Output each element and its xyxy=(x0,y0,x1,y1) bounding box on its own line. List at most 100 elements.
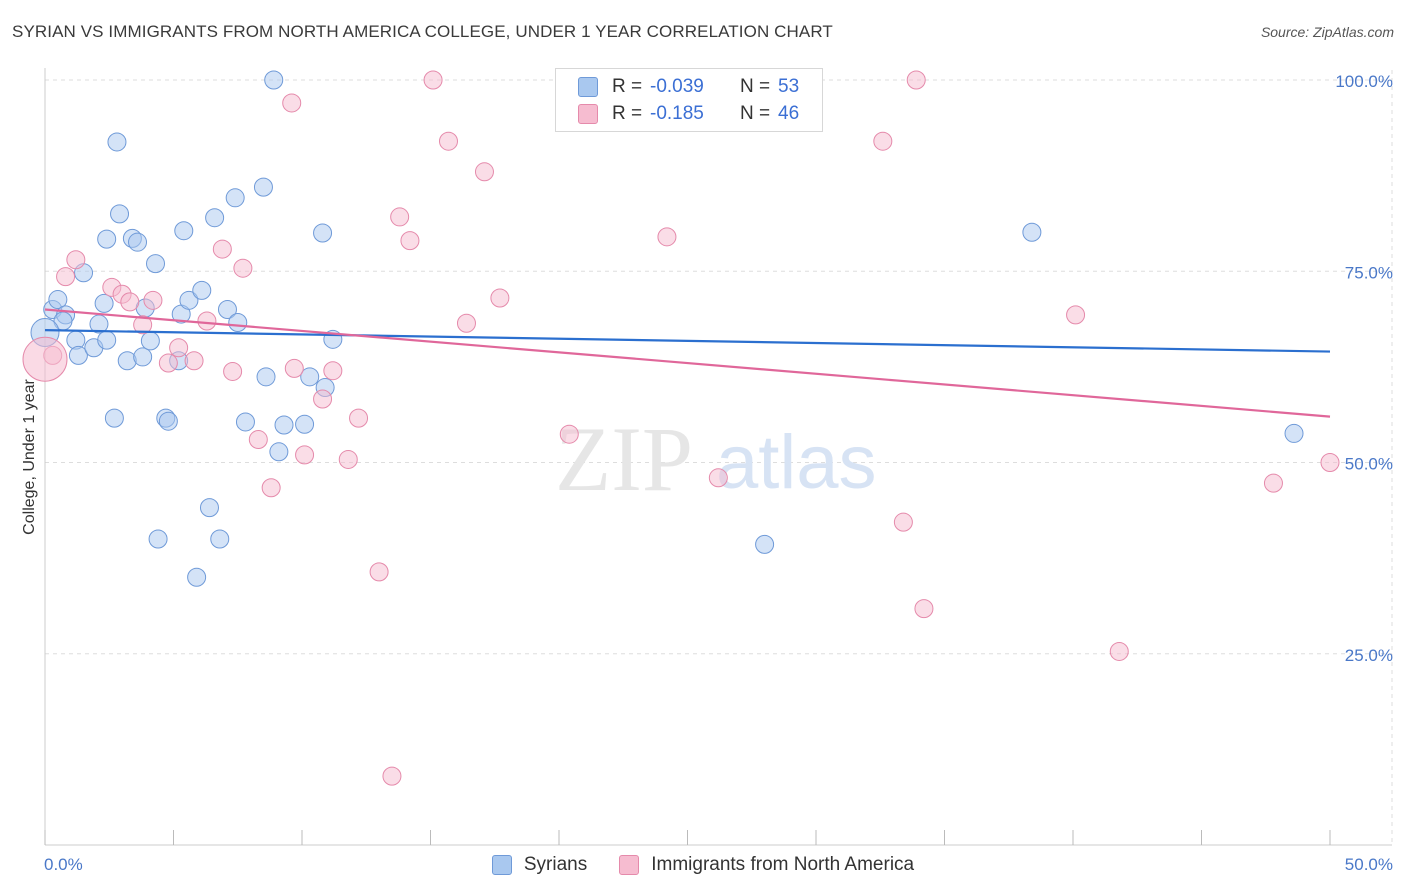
legend-label-syrians: Syrians xyxy=(523,854,588,875)
syrians-point-36 xyxy=(228,313,248,333)
legend-swatch-pink xyxy=(619,855,640,875)
legend-row-immigrants: R = -0.185 N = 46 xyxy=(578,102,799,126)
y-tick-label-100: 100.0% xyxy=(1335,72,1393,91)
syrians-point-34 xyxy=(217,300,237,319)
legend-n-label: N = xyxy=(740,103,771,124)
syrians-point-30 xyxy=(192,280,212,300)
syrians-point-31 xyxy=(199,498,219,518)
immigrants-point-5 xyxy=(120,292,140,312)
legend-swatch-pink xyxy=(578,104,598,124)
syrians-point-32 xyxy=(205,208,225,228)
syrians-point-28 xyxy=(179,290,199,310)
immigrants-point-11 xyxy=(197,311,217,331)
immigrants-point-44 xyxy=(22,336,68,382)
legend-r-label: R = xyxy=(612,103,643,124)
y-tick-label-50: 50.0% xyxy=(1345,455,1393,474)
syrians-point-44 xyxy=(300,367,320,387)
immigrants-point-26 xyxy=(390,207,410,227)
syrians-point-27 xyxy=(174,221,194,241)
axis-labels: College, Under 1 year 25.0% 50.0% 75.0% 100… xyxy=(21,72,1393,874)
syrians-point-43 xyxy=(295,414,315,434)
legend-item-immigrants: Immigrants from North America xyxy=(619,854,914,876)
immigrants-point-28 xyxy=(423,70,443,90)
immigrants-point-15 xyxy=(248,430,268,450)
immigrants-point-23 xyxy=(349,408,369,428)
legend-r-label: R = xyxy=(612,76,643,97)
immigrants-points xyxy=(22,70,1340,786)
immigrants-point-9 xyxy=(169,338,189,358)
legend-item-syrians: Syrians xyxy=(491,854,588,876)
y-axis-title: College, Under 1 year xyxy=(21,379,38,535)
syrians-point-18 xyxy=(133,347,153,367)
series-legend: Syrians Immigrants from North America xyxy=(0,852,1406,878)
watermark: ZIP atlas xyxy=(555,408,877,510)
immigrants-point-32 xyxy=(490,288,510,308)
legend-n-value: 46 xyxy=(778,103,800,124)
syrians-point-11 xyxy=(97,229,117,249)
syrians-point-51 xyxy=(1284,423,1304,443)
immigrants-point-20 xyxy=(313,389,333,409)
immigrants-point-24 xyxy=(369,562,389,582)
immigrants-point-1 xyxy=(56,267,76,287)
syrians-point-33 xyxy=(210,529,230,549)
legend-swatch-blue xyxy=(578,77,598,97)
immigrants-point-36 xyxy=(873,131,893,151)
syrians-point-1 xyxy=(48,290,68,310)
syrians-point-10 xyxy=(97,330,117,350)
axes xyxy=(44,68,1392,846)
x-tick-label-max: 50.0% xyxy=(1345,855,1393,874)
immigrants-point-31 xyxy=(474,162,494,182)
legend-swatch-blue xyxy=(491,855,512,875)
legend-label-immigrants: Immigrants from North America xyxy=(651,854,915,875)
immigrants-point-14 xyxy=(233,258,253,278)
immigrants-point-38 xyxy=(906,70,926,90)
immigrants-point-33 xyxy=(559,424,579,444)
immigrants-point-22 xyxy=(338,449,358,469)
syrians-point-5 xyxy=(68,345,88,365)
immigrants-point-29 xyxy=(438,131,458,151)
immigrants-trend-line xyxy=(44,308,1331,418)
syrians-point-38 xyxy=(253,177,273,197)
immigrants-point-42 xyxy=(1263,473,1283,493)
syrians-point-22 xyxy=(148,529,168,549)
legend-r-value: -0.185 xyxy=(650,103,704,124)
immigrants-point-6 xyxy=(133,315,153,335)
immigrants-point-30 xyxy=(456,313,476,333)
immigrants-point-12 xyxy=(212,239,232,259)
immigrants-point-13 xyxy=(223,361,243,381)
immigrants-point-7 xyxy=(143,290,163,310)
immigrants-point-34 xyxy=(657,227,677,247)
syrians-point-17 xyxy=(128,232,148,252)
syrians-point-20 xyxy=(140,331,160,351)
immigrants-point-40 xyxy=(1066,305,1086,325)
immigrants-point-17 xyxy=(282,93,302,113)
syrians-point-13 xyxy=(107,132,127,152)
y-tick-label-25: 25.0% xyxy=(1345,646,1393,665)
syrians-point-14 xyxy=(110,204,130,224)
immigrants-point-27 xyxy=(400,231,420,251)
immigrants-point-39 xyxy=(914,599,934,619)
immigrants-point-2 xyxy=(66,250,86,270)
source-label: Source: ZipAtlas.com xyxy=(1260,24,1394,40)
syrians-point-42 xyxy=(274,415,294,435)
chart-title: SYRIAN VS IMMIGRANTS FROM NORTH AMERICA … xyxy=(12,22,833,41)
syrians-point-24 xyxy=(158,411,178,431)
y-tick-label-75: 75.0% xyxy=(1345,263,1393,282)
syrians-point-37 xyxy=(235,412,255,432)
immigrants-point-25 xyxy=(382,766,402,786)
stats-legend: R = -0.039 N = 53 R = -0.185 N = 46 xyxy=(555,68,823,132)
legend-n-value: 53 xyxy=(778,76,800,97)
immigrants-point-43 xyxy=(1320,453,1340,472)
x-tick-label-min: 0.0% xyxy=(44,855,83,874)
syrians-point-50 xyxy=(1022,222,1042,242)
syrians-point-41 xyxy=(269,442,289,462)
watermark-atlas: atlas xyxy=(716,420,877,505)
immigrants-point-8 xyxy=(158,353,178,373)
immigrants-point-37 xyxy=(893,512,913,532)
syrians-point-40 xyxy=(264,70,284,90)
syrians-point-49 xyxy=(755,534,775,554)
trend-lines xyxy=(44,308,1331,418)
syrians-point-39 xyxy=(256,367,276,387)
syrians-trend-line xyxy=(44,329,1331,353)
